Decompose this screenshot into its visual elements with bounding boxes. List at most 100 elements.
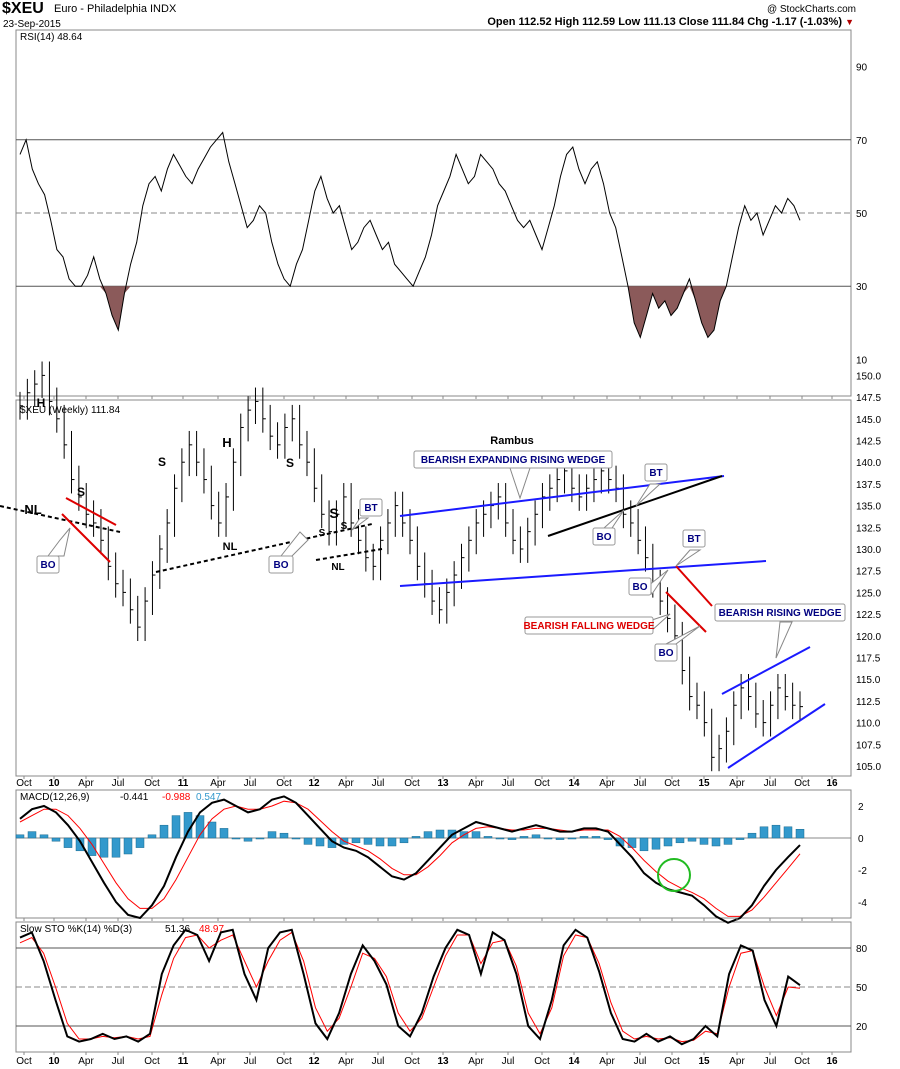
price-tick-label: 145.0 (856, 415, 881, 426)
breakout-right-label: BO (633, 582, 648, 593)
macd-histogram-bar (544, 838, 552, 839)
time-tick-label-lower: Apr (729, 1056, 745, 1067)
macd-histogram-bar (712, 838, 720, 846)
time-tick-label-lower: Jul (244, 1056, 257, 1067)
falling-wedge-top-right (676, 566, 712, 606)
macd-histogram-bar (556, 838, 564, 840)
macd-signal-line (20, 801, 800, 916)
macd-histogram-bar (412, 836, 420, 838)
author-label: Rambus (490, 435, 533, 447)
macd-histogram-bar (64, 838, 72, 848)
macd-tick-label: -2 (858, 866, 867, 877)
macd-line (20, 796, 800, 922)
time-tick-label-lower: Jul (634, 1056, 647, 1067)
rising-wedge-bottom (728, 704, 825, 768)
time-tick-label-upper: Apr (210, 778, 226, 789)
macd-histogram-bar (184, 812, 192, 838)
time-tick-label-lower: Apr (210, 1056, 226, 1067)
macd-histogram-bar (400, 838, 408, 843)
macd-histogram-bar (352, 838, 360, 843)
macd-histogram-bar (580, 836, 588, 838)
macd-histogram-bar (508, 838, 516, 840)
time-tick-label-lower: Oct (404, 1056, 420, 1067)
macd-histogram-bar (796, 829, 804, 838)
macd-value: -0.441 (120, 792, 149, 803)
macd-tick-label: 2 (858, 802, 864, 813)
expanding-wedge-label-pointer (510, 468, 530, 498)
macd-histogram-bar (496, 838, 504, 839)
time-tick-label-upper: Apr (729, 778, 745, 789)
macd-histogram-bar (304, 838, 312, 844)
time-tick-label-lower: Jul (112, 1056, 125, 1067)
time-tick-label-upper: 15 (698, 778, 710, 789)
macd-histogram-bar (244, 838, 252, 841)
backtest-left-label: BT (364, 503, 377, 514)
breakout-left-label-pointer (48, 528, 70, 556)
macd-histogram-bar (316, 838, 324, 846)
time-tick-label-upper: Jul (764, 778, 777, 789)
macd-tick-label: 0 (858, 834, 864, 845)
macd-histogram-bar (640, 838, 648, 851)
macd-histogram-bar (280, 833, 288, 838)
time-tick-label-lower: Apr (338, 1056, 354, 1067)
stochastic-title: Slow STO %K(14) %D(3) (20, 924, 132, 935)
macd-histogram-bar (232, 838, 240, 839)
macd-title: MACD(12,26,9) (20, 792, 89, 803)
time-tick-label-upper: Oct (664, 778, 680, 789)
price-tick-label: 112.5 (856, 697, 881, 708)
price-tick-label: 130.0 (856, 545, 881, 556)
neckline-middle-label: NL (223, 541, 238, 553)
breakout-middle-label: BO (274, 560, 289, 571)
macd-histogram-bar (268, 832, 276, 838)
rsi-tick-label: 70 (856, 136, 868, 147)
macd-histogram-bar (472, 832, 480, 838)
head-left-label: H (37, 396, 46, 410)
time-tick-label-lower: 10 (48, 1056, 60, 1067)
time-tick-label-upper: Jul (502, 778, 515, 789)
time-tick-label-lower: Jul (764, 1056, 777, 1067)
macd-highlight-circle (658, 859, 690, 891)
time-tick-label-upper: Apr (78, 778, 94, 789)
macd-histogram-bar (376, 838, 384, 846)
time-tick-label-upper: Apr (468, 778, 484, 789)
macd-histogram-bar (52, 838, 60, 841)
rsi-tick-label: 10 (856, 355, 868, 366)
time-tick-label-upper: 12 (308, 778, 320, 789)
time-tick-label-lower: Apr (78, 1056, 94, 1067)
backtest-mid-label: BT (649, 468, 662, 479)
time-tick-label-upper: Apr (338, 778, 354, 789)
head-mid-label: H (222, 435, 231, 450)
falling-wedge-top-left (66, 498, 116, 525)
time-tick-label-lower: 13 (437, 1056, 449, 1067)
neckline-right-label: NL (331, 562, 344, 573)
macd-histogram-bar (28, 832, 36, 838)
macd-histogram-bar (676, 838, 684, 843)
macd-histogram-bar (220, 828, 228, 838)
macd-histogram-bar (532, 835, 540, 838)
time-tick-label-lower: 16 (826, 1056, 838, 1067)
macd-histogram-bar (436, 830, 444, 838)
neckline-left-label: NL (24, 502, 41, 517)
rsi-tick-label: 30 (856, 282, 868, 293)
rising-wedge-black (548, 476, 722, 536)
price-title: $XEU (Weekly) 111.84 (20, 405, 120, 416)
macd-histogram-bar (256, 838, 264, 839)
time-tick-label-upper: 14 (568, 778, 580, 789)
neckline-right (316, 549, 382, 560)
macd-histogram-bar (592, 836, 600, 838)
time-tick-label-lower: Jul (502, 1056, 515, 1067)
macd-histogram-bar (172, 816, 180, 838)
macd-histogram-bar (628, 838, 636, 848)
time-tick-label-lower: Oct (534, 1056, 550, 1067)
bearish-rising-wedge-label-pointer (776, 622, 792, 658)
backtest-right-label-pointer (676, 550, 700, 566)
time-tick-label-upper: Jul (244, 778, 257, 789)
macd-histogram-bar (568, 838, 576, 839)
macd-histogram-bar (148, 835, 156, 838)
price-tick-label: 135.0 (856, 502, 881, 513)
shoulder-mid-right-label: S (286, 456, 294, 470)
breakout-left-label: BO (41, 560, 56, 571)
small-shoulder-a-label: S (319, 528, 326, 539)
time-tick-label-lower: Oct (276, 1056, 292, 1067)
